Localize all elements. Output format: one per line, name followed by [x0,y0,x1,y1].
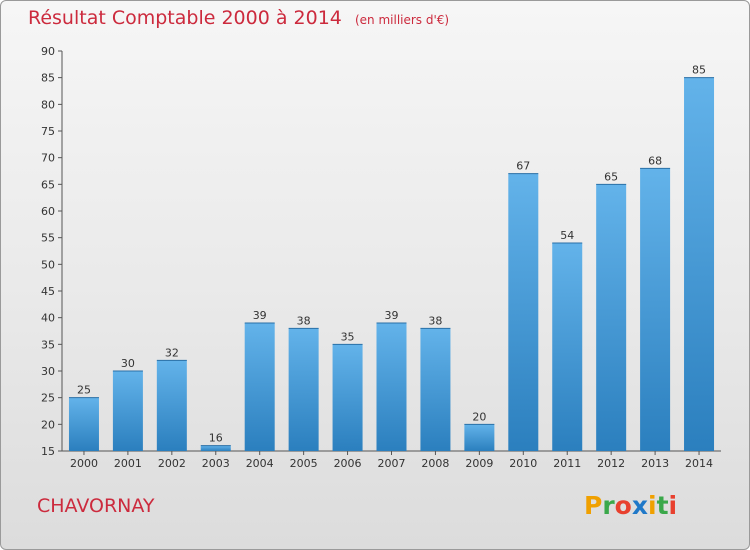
logo-letter: i [648,491,657,520]
bar [244,323,275,451]
bar-value-label: 38 [428,314,442,327]
chart-title-block: Résultat Comptable 2000 à 2014 (en milli… [28,7,449,29]
x-tick-label: 2000 [70,457,98,470]
y-tick-label: 50 [41,258,55,271]
bar-value-label: 20 [472,410,486,423]
y-tick-label: 45 [41,285,55,298]
bar-value-label: 67 [516,160,530,173]
y-tick-label: 20 [41,418,55,431]
bar-value-label: 39 [385,309,399,322]
y-tick-label: 80 [41,98,55,111]
x-tick-label: 2010 [509,457,537,470]
bar [376,323,407,451]
x-tick-label: 2003 [202,457,230,470]
x-tick-label: 2009 [465,457,493,470]
bar-value-label: 54 [560,229,574,242]
x-tick-label: 2002 [158,457,186,470]
bar-value-label: 16 [209,432,223,445]
bar [288,328,319,451]
chart-title: Résultat Comptable 2000 à 2014 [28,7,342,29]
logo-letter: t [656,491,669,520]
bar [68,397,99,451]
bar [420,328,451,451]
logo-letter: x [631,491,648,520]
y-tick-label: 40 [41,312,55,325]
y-tick-label: 30 [41,365,55,378]
bar [596,184,627,452]
logo-letter: r [602,491,615,520]
bar [332,344,363,451]
bar [156,360,187,451]
x-tick-label: 2012 [597,457,625,470]
y-tick-label: 35 [41,338,55,351]
x-tick-label: 2001 [114,457,142,470]
bar [640,168,671,452]
bar-value-label: 85 [692,64,706,77]
bar-value-label: 38 [297,314,311,327]
bar-value-label: 30 [121,357,135,370]
logo-letter: P [584,491,603,520]
y-tick-label: 70 [41,152,55,165]
y-tick-label: 85 [41,72,55,85]
bar-value-label: 32 [165,346,179,359]
x-tick-label: 2006 [334,457,362,470]
y-tick-label: 15 [41,445,55,458]
x-tick-label: 2011 [553,457,581,470]
bar-value-label: 35 [341,330,355,343]
bar-value-label: 25 [77,384,91,397]
logo-letter: i [668,491,678,520]
y-tick-label: 25 [41,392,55,405]
bar [200,445,231,451]
x-tick-label: 2014 [685,457,713,470]
y-tick-label: 65 [41,178,55,191]
x-tick-label: 2004 [246,457,274,470]
proxiti-logo: Proxiti [584,491,677,520]
y-tick-label: 90 [41,45,55,58]
y-tick-label: 60 [41,205,55,218]
x-tick-label: 2007 [378,457,406,470]
x-tick-label: 2013 [641,457,669,470]
y-tick-label: 55 [41,232,55,245]
bar [112,371,143,451]
logo-letter: o [614,491,632,520]
x-tick-label: 2005 [290,457,318,470]
bar-value-label: 65 [604,170,618,183]
y-tick-label: 75 [41,125,55,138]
bar [464,424,495,451]
bar [508,173,539,451]
bar [552,243,583,451]
x-tick-label: 2008 [421,457,449,470]
chart-subtitle: (en milliers d'€) [354,13,450,27]
bar-value-label: 39 [253,309,267,322]
location-name: CHAVORNAY [37,495,155,517]
bar [684,77,715,452]
bar-value-label: 68 [648,154,662,167]
